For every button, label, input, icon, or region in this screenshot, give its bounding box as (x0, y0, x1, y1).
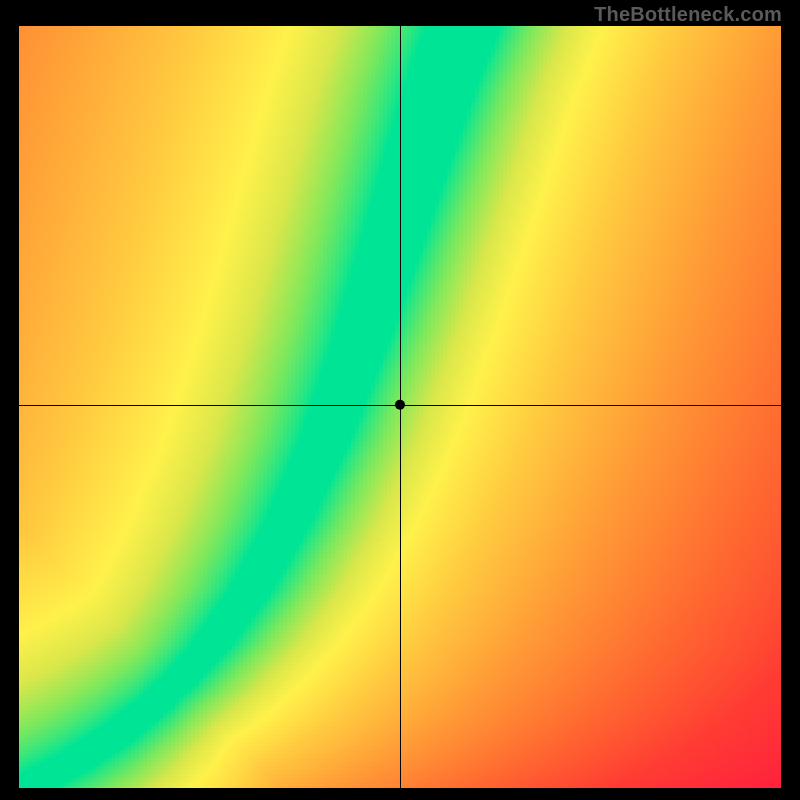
watermark-text: TheBottleneck.com (594, 4, 782, 27)
chart-container: TheBottleneck.com (0, 0, 800, 800)
bottleneck-heatmap (0, 0, 800, 800)
